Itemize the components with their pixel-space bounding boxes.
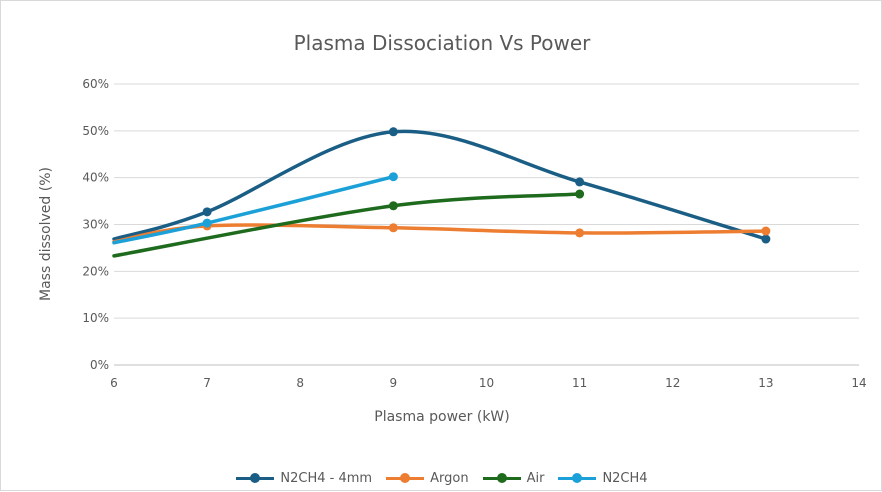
y-tick-label: 10% xyxy=(82,311,109,325)
chart-title: Plasma Dissociation Vs Power xyxy=(293,31,591,55)
x-tick-label: 13 xyxy=(758,376,773,390)
data-point xyxy=(388,223,398,233)
legend-item: N2CH4 - 4mm xyxy=(236,471,372,486)
legend-label: N2CH4 - 4mm xyxy=(280,471,373,486)
x-tick-label: 6 xyxy=(110,376,118,390)
y-tick-label: 30% xyxy=(82,218,109,232)
legend-swatch xyxy=(558,473,597,483)
series-line-n2ch4 xyxy=(112,174,396,245)
x-tick-label: 12 xyxy=(665,376,680,390)
series-line-n2ch4-4mm xyxy=(112,129,768,241)
x-tick-label: 7 xyxy=(203,376,211,390)
legend-item: Argon xyxy=(386,471,469,486)
x-axis-label: Plasma power (kW) xyxy=(374,409,510,425)
data-point xyxy=(761,226,771,236)
y-tick-label: 0% xyxy=(90,358,109,372)
data-point xyxy=(202,218,212,228)
legend-swatch xyxy=(236,473,275,483)
legend-item: Air xyxy=(482,471,545,486)
data-point xyxy=(575,228,585,238)
y-tick-label: 50% xyxy=(82,124,109,138)
legend-label: Air xyxy=(526,471,545,486)
data-point xyxy=(388,127,398,137)
x-tick-label: 8 xyxy=(296,376,304,390)
data-point xyxy=(388,201,398,211)
y-tick-label: 20% xyxy=(82,264,109,278)
data-point xyxy=(575,189,585,199)
data-point xyxy=(388,172,398,182)
legend-swatch xyxy=(386,473,425,483)
legend-swatch xyxy=(482,473,521,483)
data-point xyxy=(202,207,212,217)
legend-item: N2CH4 xyxy=(558,471,648,486)
series-line-air xyxy=(112,192,582,258)
series-line-argon xyxy=(112,223,768,244)
x-tick-label: 11 xyxy=(572,376,587,390)
legend: N2CH4 - 4mm Argon Air N2CH4 xyxy=(1,471,882,486)
x-tick-label: 14 xyxy=(851,376,866,390)
x-tick-label: 10 xyxy=(479,376,494,390)
legend-label: Argon xyxy=(430,471,469,486)
data-point xyxy=(761,234,771,244)
legend-label: N2CH4 xyxy=(602,471,648,486)
y-tick-label: 40% xyxy=(82,171,109,185)
x-tick-label: 9 xyxy=(390,376,398,390)
y-tick-label: 60% xyxy=(82,77,109,91)
data-point xyxy=(575,177,585,187)
